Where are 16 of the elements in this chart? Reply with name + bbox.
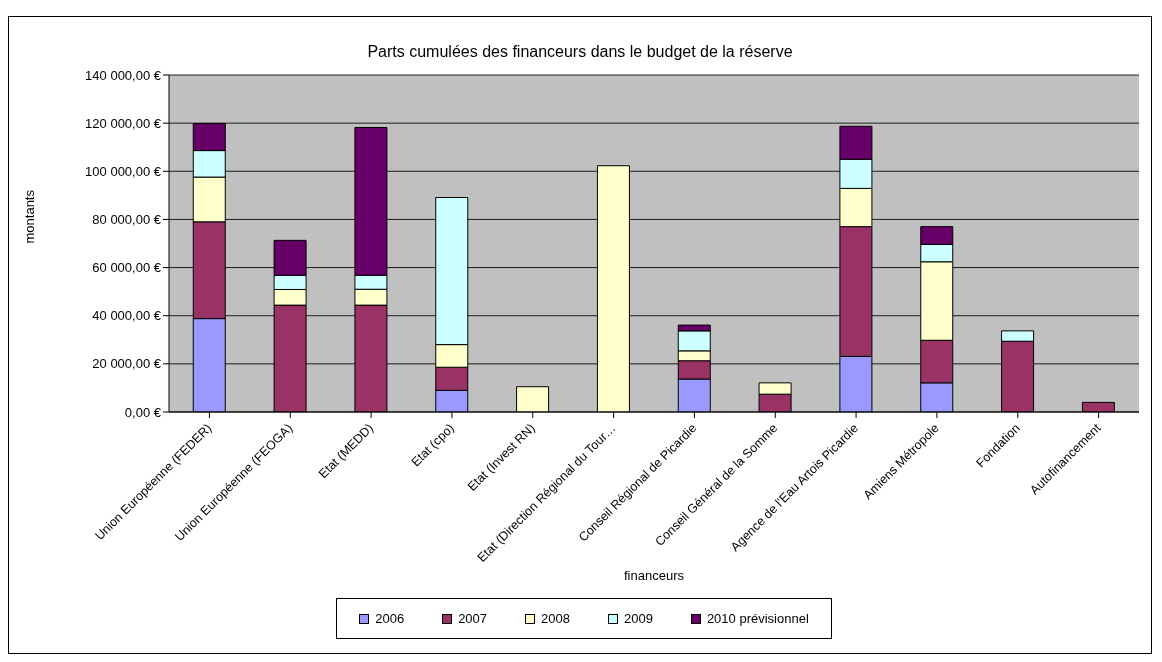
legend-label: 2009 — [622, 611, 653, 626]
legend-label: 2008 — [540, 611, 570, 626]
y-tick-label: 0,00 € — [124, 404, 162, 420]
y-tick-label: 40 000,00 € — [92, 308, 162, 324]
y-tick-label: 60 000,00 € — [92, 260, 162, 276]
legend-label: 2010 prévisionnel — [705, 611, 809, 626]
y-axis-title: montants — [21, 189, 37, 244]
y-tick-label: 120 000,00 € — [85, 115, 162, 131]
legend-label: 2007 — [457, 611, 488, 626]
chart-title: Parts cumulées des financeurs dans le budget de la réserve — [366, 43, 794, 62]
y-tick-label: 20 000,00 € — [92, 356, 162, 372]
y-tick-label: 140 000,00 € — [85, 67, 162, 83]
x-axis-title: financeurs — [624, 568, 685, 583]
y-tick-label: 100 000,00 € — [85, 163, 162, 179]
legend-label: 2006 — [374, 611, 405, 626]
y-tick-label: 80 000,00 € — [92, 212, 162, 228]
